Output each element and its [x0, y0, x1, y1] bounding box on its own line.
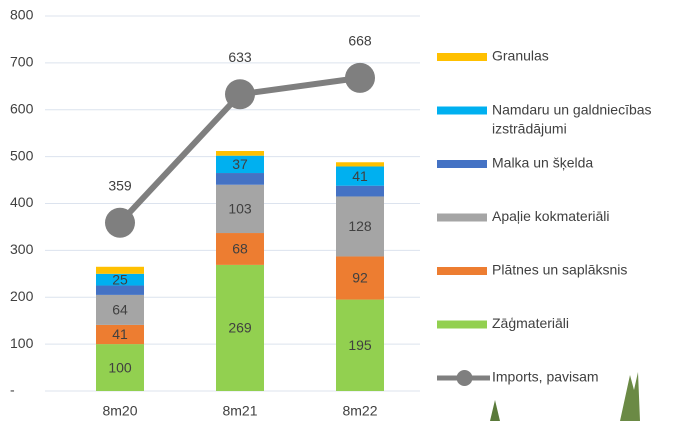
data-label: 103: [228, 201, 252, 217]
legend-label: Imports, pavisam: [492, 369, 599, 385]
line-marker: [225, 79, 255, 109]
data-label: 37: [232, 156, 248, 172]
bar-segment: [96, 267, 144, 274]
legend-item: Namdaru un galdniecības izstrādājumi: [437, 101, 652, 136]
data-label: 195: [348, 337, 372, 353]
legend-label-line: Namdaru un galdniecības: [492, 101, 652, 117]
legend-marker: [457, 370, 473, 386]
bar-segment: [216, 173, 264, 185]
bar-segment: [336, 186, 384, 197]
legend-swatch: [437, 107, 487, 115]
x-tick-label: 8m22: [342, 403, 377, 419]
y-tick-label: -: [10, 382, 15, 398]
y-tick-label: 700: [10, 54, 34, 70]
legend-label-line: izstrādājumi: [492, 120, 567, 136]
legend-label: Plātnes un saplāksnis: [492, 262, 627, 278]
legend-swatch: [437, 267, 487, 275]
legend-swatch: [437, 214, 487, 222]
legend-item: Malka un šķelda: [437, 155, 593, 171]
data-label: 68: [232, 241, 248, 257]
legend-swatch: [437, 321, 487, 329]
data-label: 668: [348, 33, 372, 49]
data-label: 100: [108, 359, 132, 375]
y-tick-label: 800: [10, 7, 34, 23]
legend-label: Apaļie kokmateriāli: [492, 208, 610, 224]
data-label: 92: [352, 270, 368, 286]
legend-swatch: [437, 160, 487, 168]
data-label: 41: [352, 168, 368, 184]
bar-segment: [216, 151, 264, 156]
data-label: 359: [108, 177, 132, 193]
data-label: 633: [228, 49, 252, 65]
y-tick-label: 400: [10, 194, 34, 210]
y-tick-label: 500: [10, 147, 34, 163]
legend-label: Zāģmateriāli: [492, 315, 569, 331]
line-marker: [345, 63, 375, 93]
y-tick-label: 600: [10, 100, 34, 116]
x-tick-label: 8m20: [102, 403, 137, 419]
data-label: 64: [112, 302, 128, 318]
legend-swatch: [437, 53, 487, 61]
legend-item: Granulas: [437, 48, 549, 64]
legend-label: Granulas: [492, 48, 549, 64]
data-label: 41: [112, 326, 128, 342]
bar-segment: [336, 162, 384, 166]
x-tick-label: 8m21: [222, 403, 257, 419]
legend-item: Zāģmateriāli: [437, 315, 569, 331]
line-marker: [105, 208, 135, 238]
legend-item: Apaļie kokmateriāli: [437, 208, 610, 224]
y-tick-label: 300: [10, 241, 34, 257]
data-label: 269: [228, 320, 252, 336]
y-tick-label: 200: [10, 288, 34, 304]
y-tick-label: 100: [10, 335, 34, 351]
legend-label: Namdaru un galdniecības izstrādājumi: [492, 101, 652, 136]
legend-item: Plātnes un saplāksnis: [437, 262, 627, 278]
data-label: 128: [348, 218, 372, 234]
chart: - 100 200 300 400 500 600 700 800 8m20 8m21 8m22 100…: [0, 0, 681, 421]
legend-item: Imports, pavisam: [437, 369, 599, 386]
legend-label: Malka un šķelda: [492, 155, 593, 171]
